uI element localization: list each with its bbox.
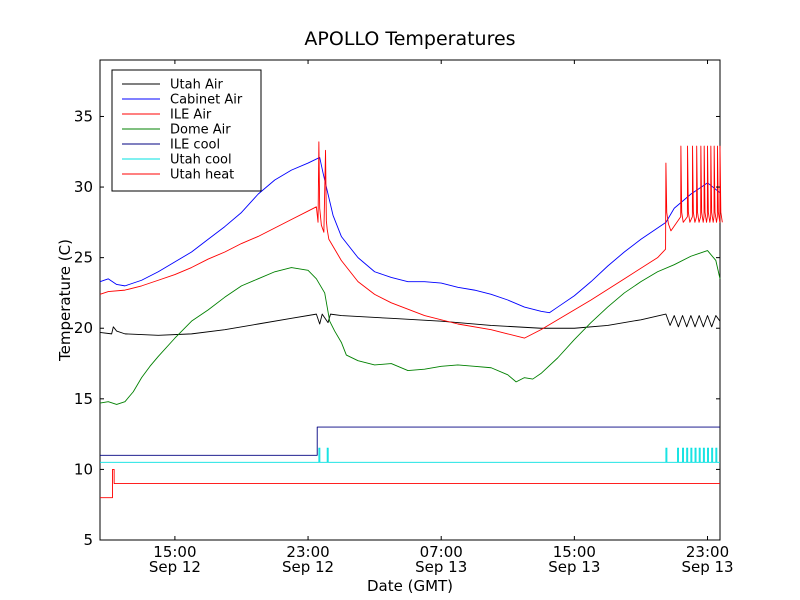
series-line-utah-air [99,313,721,336]
series-layer [99,141,723,499]
y-tick-label: 30 [74,178,93,196]
x-tick-label-date: Sep 13 [415,558,467,576]
series-pulse-utah-cool-0 [318,447,321,463]
series-line-dome-air [99,250,721,405]
x-tick-label-date: Sep 13 [681,558,733,576]
series-line-cabinet-air [99,156,721,314]
series-pulse-utah-cool-6 [690,447,693,463]
x-axis-label: Date (GMT) [367,577,453,595]
y-tick-label: 10 [74,460,93,478]
legend-box [111,69,262,192]
series-pulse-utah-cool-9 [702,447,705,463]
y-tick-label: 35 [74,107,93,125]
legend-label-utah-heat: Utah heat [170,168,234,183]
x-tick-label-date: Sep 12 [282,558,334,576]
x-tick-label-date: Sep 13 [548,558,600,576]
series-pulse-utah-cool-2 [665,447,668,463]
y-tick-label: 20 [74,319,93,337]
x-tick-label-time: 23:00 [286,543,329,561]
series-line-utah-heat [100,468,720,499]
series-pulse-utah-cool-8 [698,447,701,463]
series-pulse-utah-cool-5 [686,447,689,463]
legend-label-cabinet-air: Cabinet Air [170,93,243,108]
y-tick-label: 5 [83,531,93,549]
legend-label-ile-air: ILE Air [170,108,212,123]
x-tick-label-time: 15:00 [153,543,196,561]
x-tick-label-time: 15:00 [553,543,596,561]
legend-label-utah-air: Utah Air [170,78,223,93]
legend-label-ile-cool: ILE cool [170,138,220,153]
y-axis-label: Temperature (C) [56,239,74,362]
series-line-ile-cool [100,426,720,456]
y-tick-label: 25 [74,249,93,267]
legend-label-dome-air: Dome Air [170,123,231,138]
x-tick-label-date: Sep 12 [149,558,201,576]
legend-label-utah-cool: Utah cool [170,153,232,168]
plot-frame [99,59,721,541]
series-pulse-utah-cool-1 [326,447,329,463]
series-pulse-utah-cool-11 [711,447,714,463]
x-tick-label-time: 07:00 [420,543,463,561]
series-pulse-utah-cool-12 [715,447,718,463]
series-pulse-utah-cool-10 [707,447,709,463]
series-pulse-utah-cool-7 [694,447,697,463]
series-pulse-utah-cool-4 [682,447,684,463]
y-tick-label: 15 [74,390,93,408]
chart-title: APOLLO Temperatures [304,28,515,50]
series-pulse-utah-cool-3 [677,447,680,463]
x-tick-label-time: 23:00 [686,543,729,561]
series-line-ile-air [99,141,723,339]
